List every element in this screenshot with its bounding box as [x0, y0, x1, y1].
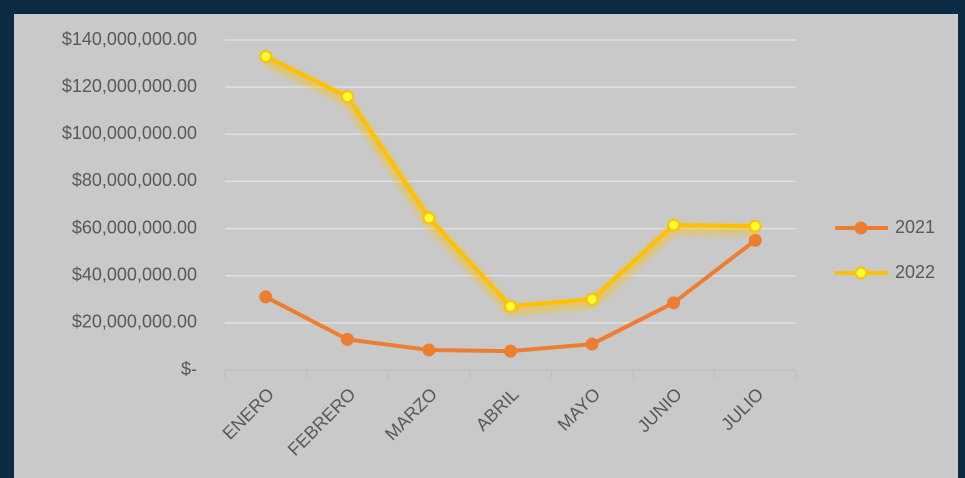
point: [667, 296, 681, 310]
legend-label: 2021: [895, 217, 935, 237]
legend-label: 2022: [895, 262, 935, 282]
legend-marker: [854, 221, 868, 235]
point: [748, 219, 762, 233]
y-tick-label: $140,000,000.00: [62, 29, 197, 49]
point: [340, 332, 354, 346]
y-tick-label: $40,000,000.00: [72, 264, 197, 284]
point: [422, 211, 436, 225]
point: [504, 299, 517, 313]
y-tick-label: $120,000,000.00: [62, 76, 197, 96]
point: [667, 218, 681, 232]
y-tick-label: $20,000,000.00: [72, 312, 197, 332]
point: [422, 343, 436, 357]
y-tick-label: $60,000,000.00: [72, 217, 197, 237]
point: [259, 290, 273, 304]
legend-marker: [854, 266, 868, 280]
point: [259, 50, 273, 63]
y-tick-label: $100,000,000.00: [62, 123, 197, 143]
y-tick-label: $80,000,000.00: [72, 170, 197, 190]
point: [748, 233, 762, 247]
point: [340, 90, 354, 104]
point: [585, 337, 599, 351]
y-tick-label: $-: [181, 359, 197, 379]
point: [585, 292, 599, 306]
point: [504, 344, 517, 358]
chart-panel: [14, 14, 958, 478]
